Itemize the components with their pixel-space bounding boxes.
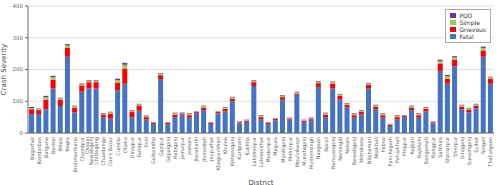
svg-text:Bogra: Bogra — [64, 137, 71, 152]
svg-text:Rangamati: Rangamati — [423, 137, 430, 164]
svg-text:Khulna: Khulna — [222, 137, 228, 154]
svg-text:Gaibandha: Gaibandha — [150, 137, 156, 164]
svg-text:Nawabganj: Nawabganj — [351, 137, 358, 165]
svg-text:Joypurhat: Joypurhat — [208, 137, 215, 162]
svg-text:Jamalpur: Jamalpur — [179, 136, 186, 160]
svg-text:Dinajpur: Dinajpur — [129, 136, 136, 158]
svg-text:300: 300 — [13, 35, 24, 41]
svg-text:Rajbari: Rajbari — [409, 137, 416, 155]
svg-text:Narail: Narail — [323, 137, 329, 152]
svg-text:Habiganj: Habiganj — [172, 137, 179, 159]
svg-text:Mymensingh: Mymensingh — [308, 137, 315, 169]
svg-text:Magura: Magura — [272, 137, 279, 156]
svg-text:Sunamganj: Sunamganj — [466, 137, 473, 165]
svg-text:Bhola: Bhola — [57, 137, 63, 151]
svg-text:Tangail: Tangail — [480, 137, 487, 155]
svg-text:Chuadanga: Chuadanga — [100, 137, 107, 166]
svg-text:Panchagarh: Panchagarh — [387, 137, 394, 166]
html-text:Grievous: Grievous — [459, 26, 486, 33]
svg-text:Noakhali: Noakhali — [373, 137, 379, 159]
svg-text:Cox's Bazar: Cox's Bazar — [107, 136, 113, 166]
svg-text:Jhalakathi: Jhalakathi — [193, 137, 199, 163]
svg-text:Kurigram: Kurigram — [236, 137, 243, 160]
svg-text:Meherpur: Meherpur — [287, 136, 294, 161]
html-text:PDO: PDO — [459, 12, 473, 19]
svg-text:Shariatpur: Shariatpur — [444, 136, 451, 163]
svg-text:Rangpur: Rangpur — [430, 136, 437, 158]
svg-text:200: 200 — [13, 66, 24, 72]
svg-text:Feni: Feni — [143, 137, 149, 147]
svg-text:400: 400 — [13, 3, 24, 9]
svg-text:Dhaka: Dhaka — [122, 137, 128, 153]
svg-text:Lalmonirhat: Lalmonirhat — [258, 137, 264, 167]
svg-text:Madaripur: Madaripur — [265, 136, 272, 162]
svg-text:Barisal: Barisal — [50, 137, 56, 154]
svg-text:Pirojpur: Pirojpur — [401, 136, 408, 156]
svg-text:Naogaon: Naogaon — [315, 137, 322, 159]
svg-text:Jessore: Jessore — [186, 137, 192, 156]
svg-text:Netrokona: Netrokona — [358, 137, 364, 163]
svg-text:Chandpur: Chandpur — [78, 137, 85, 162]
svg-text:Gazipur: Gazipur — [158, 136, 165, 156]
html-text:Nawabganj: Nawabganj — [88, 137, 95, 165]
svg-text:Patuakhali: Patuakhali — [394, 137, 400, 163]
svg-text:Crash Severity: Crash Severity — [8, 44, 9, 95]
svg-text:Faridpur: Faridpur — [136, 136, 143, 157]
svg-text:Narsingdi: Narsingdi — [337, 137, 344, 161]
svg-text:Sherpur: Sherpur — [452, 136, 459, 157]
svg-text:Bagerhat: Bagerhat — [29, 137, 36, 160]
svg-text:Narayanganj: Narayanganj — [330, 137, 337, 169]
html-text:Chapai: Chapai — [83, 137, 90, 155]
svg-text:Jhenaidah: Jhenaidah — [201, 137, 207, 163]
svg-text:0: 0 — [20, 130, 24, 136]
svg-text:Kushtia: Kushtia — [244, 137, 250, 155]
svg-text:Gopalganj: Gopalganj — [165, 137, 172, 162]
svg-text:Moulvibazar: Moulvibazar — [294, 136, 300, 167]
svg-text:Sylhet: Sylhet — [473, 137, 480, 153]
svg-text:District: District — [248, 179, 273, 185]
svg-text:Sirajganj: Sirajganj — [459, 137, 466, 159]
svg-text:Cumilla: Cumilla — [115, 137, 121, 156]
svg-text:Khagrachhari: Khagrachhari — [215, 137, 222, 170]
svg-text:Bandarban: Bandarban — [36, 137, 42, 164]
html-text:Simple: Simple — [459, 19, 480, 26]
svg-text:Manikganj: Manikganj — [280, 137, 287, 163]
svg-text:Natore: Natore — [344, 137, 350, 154]
svg-text:100: 100 — [13, 98, 24, 104]
svg-text:Chittagong: Chittagong — [93, 137, 100, 165]
svg-text:Satkhira: Satkhira — [437, 137, 443, 158]
svg-text:Barguna: Barguna — [43, 137, 50, 158]
svg-text:Brahmanbaria: Brahmanbaria — [72, 137, 78, 173]
html-text:Fatal: Fatal — [459, 33, 474, 40]
svg-text:Nilphamari: Nilphamari — [366, 137, 373, 164]
svg-text:Pabna: Pabna — [380, 137, 386, 152]
svg-text:Munshiganj: Munshiganj — [301, 137, 308, 166]
svg-text:Lakshmipur: Lakshmipur — [251, 136, 258, 166]
svg-text:Thakurgaon: Thakurgaon — [487, 137, 492, 168]
svg-text:Rajshahi: Rajshahi — [416, 137, 423, 158]
svg-text:Kishoreganj: Kishoreganj — [229, 137, 236, 166]
